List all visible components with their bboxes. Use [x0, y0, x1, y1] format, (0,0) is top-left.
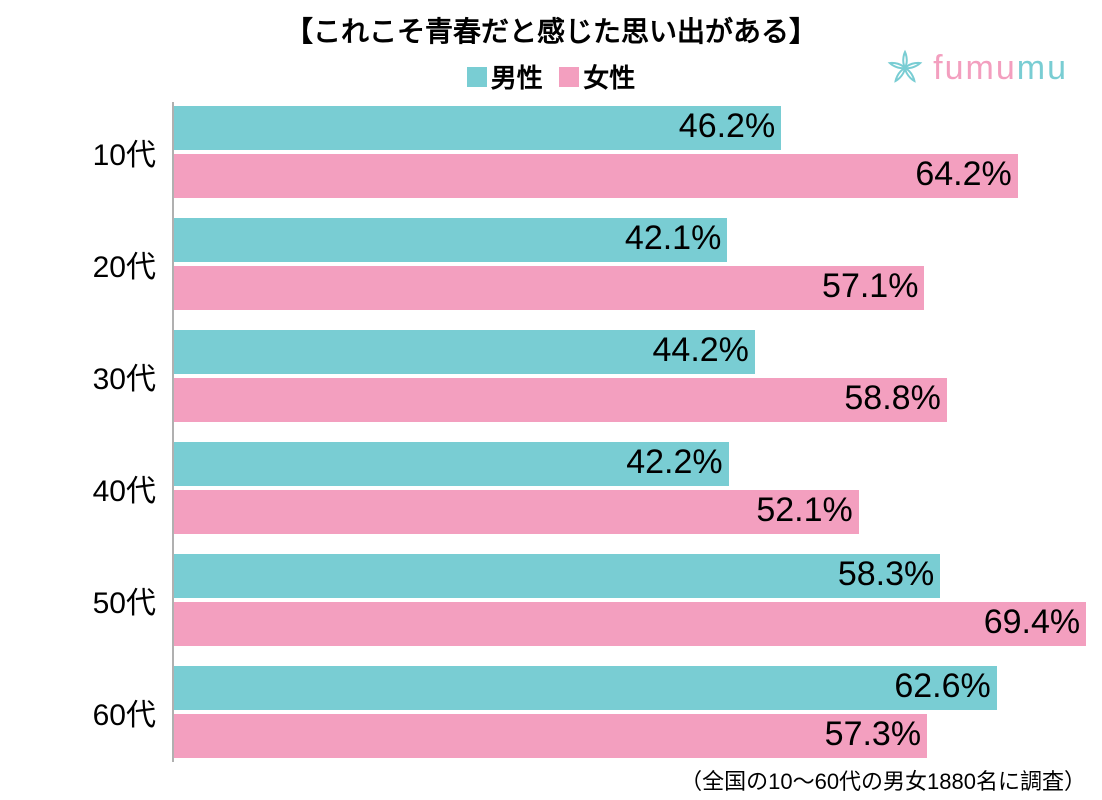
chart-title: 【これこそ青春だと感じた思い出がある】	[0, 0, 1102, 50]
legend-swatch-male	[467, 67, 487, 87]
bar-value-label: 42.1%	[174, 219, 727, 258]
category-label: 40代	[93, 466, 174, 510]
bar-value-label: 57.3%	[174, 715, 927, 754]
chart-plot-area: 10代46.2%64.2%20代42.1%57.1%30代44.2%58.8%4…	[172, 102, 1092, 762]
brand-text: fumumu	[933, 49, 1068, 88]
bar-group: 40代42.2%52.1%	[174, 442, 1092, 534]
bar-group: 30代44.2%58.8%	[174, 330, 1092, 422]
bar-value-label: 62.6%	[174, 667, 997, 706]
bar-group: 60代62.6%57.3%	[174, 666, 1092, 758]
category-label: 60代	[93, 690, 174, 734]
legend-item-female: 女性	[559, 58, 635, 95]
bar-value-label: 58.3%	[174, 555, 940, 594]
brand-flower-icon	[885, 48, 925, 88]
bar-group: 20代42.1%57.1%	[174, 218, 1092, 310]
bar-value-label: 52.1%	[174, 491, 859, 530]
brand-logo: fumumu	[885, 48, 1068, 88]
legend-label-female: 女性	[583, 58, 635, 95]
bar-value-label: 42.2%	[174, 443, 729, 482]
legend-label-male: 男性	[491, 58, 543, 95]
bar-value-label: 69.4%	[174, 603, 1086, 642]
category-label: 20代	[93, 242, 174, 286]
bar-value-label: 44.2%	[174, 331, 755, 370]
bar-value-label: 58.8%	[174, 379, 947, 418]
category-label: 50代	[93, 578, 174, 622]
bar-value-label: 64.2%	[174, 155, 1018, 194]
category-label: 10代	[93, 130, 174, 174]
bar-value-label: 57.1%	[174, 267, 924, 306]
legend-swatch-female	[559, 67, 579, 87]
bar-group: 10代46.2%64.2%	[174, 106, 1092, 198]
legend-item-male: 男性	[467, 58, 543, 95]
bar-value-label: 46.2%	[174, 107, 781, 146]
category-label: 30代	[93, 354, 174, 398]
bar-group: 50代58.3%69.4%	[174, 554, 1092, 646]
chart-footnote: （全国の10〜60代の男女1880名に調査）	[680, 764, 1086, 796]
